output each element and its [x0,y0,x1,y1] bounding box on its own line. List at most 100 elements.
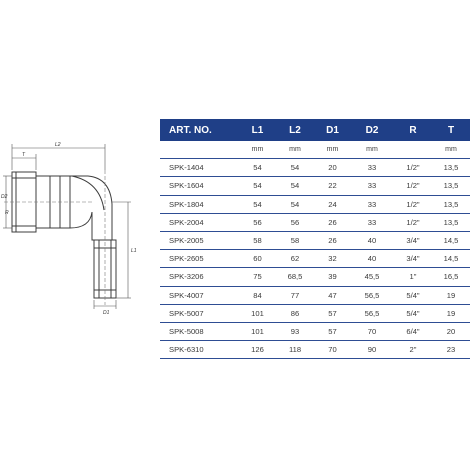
article-number-cell: SPK-2005 [160,231,240,251]
table-cell: 60 [240,249,275,269]
table-cell: 70 [315,340,350,360]
table-cell: 54 [240,195,275,214]
table-row: SPK-5008 101 93 57 70 6/4" 20 [160,322,470,342]
table-cell: 1/2" [394,213,432,232]
table-cell: 54 [275,158,315,178]
table-cell: 24 [315,195,350,214]
dim-label-d2: D2 [1,194,8,200]
table-cell: 54 [240,158,275,178]
table-cell: 54 [275,195,315,214]
article-number-cell: SPK-1804 [160,195,240,214]
unit-cell: mm [350,141,394,160]
table-cell: 56,5 [350,304,394,323]
article-number-cell: SPK-1604 [160,176,240,196]
table-cell: 5/4" [394,286,432,305]
table-cell: 33 [350,213,394,232]
col-header-l1: L1 [240,119,275,141]
table-cell: 45,5 [350,267,394,287]
table-cell: 54 [275,176,315,196]
table-cell: 93 [275,322,315,342]
col-header-l2: L2 [275,119,315,141]
table-cell: 22 [315,176,350,196]
col-header-r: R [394,119,432,141]
table-cell: 54 [240,176,275,196]
table-row: SPK-5007 101 86 57 56,5 5/4" 19 [160,304,470,323]
table-cell: 75 [240,267,275,287]
table-cell: 19 [432,304,470,323]
table-cell: 14,5 [432,249,470,269]
table-cell: 1/2" [394,176,432,196]
table-cell: 23 [432,340,470,360]
table-body: mm mm mm mm mm SPK-1404 54 54 20 33 1/2" 13,5 S… [160,141,470,360]
table-row: SPK-1804 54 54 24 33 1/2" 13,5 [160,195,470,214]
table-cell: 57 [315,304,350,323]
table-cell: 70 [350,322,394,342]
table-cell: 13,5 [432,213,470,232]
table-cell: 1/2" [394,158,432,178]
table-cell: 56,5 [350,286,394,305]
dim-label-l1: L1 [131,248,137,254]
table-cell: 90 [350,340,394,360]
table-row: SPK-1404 54 54 20 33 1/2" 13,5 [160,158,470,178]
unit-cell: mm [315,141,350,160]
table-row: SPK-4007 84 77 47 56,5 5/4" 19 [160,286,470,305]
table-cell: 16,5 [432,267,470,287]
fitting-drawing: T L2 D2 R L1 D1 [1,142,137,316]
units-row: mm mm mm mm mm [160,141,470,160]
col-header-d1: D1 [315,119,350,141]
table-row: SPK-3206 75 68,5 39 45,5 1" 16,5 [160,267,470,287]
table-cell: 58 [240,231,275,251]
table-cell: 19 [432,286,470,305]
table-cell: 13,5 [432,195,470,214]
table-cell: 68,5 [275,267,315,287]
table-header-row: ART. NO. L1 L2 D1 D2 R T [160,119,470,141]
table-cell: 1/2" [394,195,432,214]
unit-cell [394,141,432,160]
table-cell: 5/4" [394,304,432,323]
dim-label-t: T [22,152,26,158]
table-cell: 14,5 [432,231,470,251]
table-cell: 77 [275,286,315,305]
table-cell: 13,5 [432,158,470,178]
unit-cell [160,141,240,160]
table-cell: 20 [432,322,470,342]
dim-label-r: R [5,210,9,216]
table-cell: 47 [315,286,350,305]
table-cell: 13,5 [432,176,470,196]
table-cell: 26 [315,213,350,232]
table-cell: 56 [240,213,275,232]
table-cell: 32 [315,249,350,269]
table-cell: 126 [240,340,275,360]
table-cell: 2" [394,340,432,360]
unit-cell: mm [275,141,315,160]
table-cell: 84 [240,286,275,305]
elbow-section [69,175,113,241]
spec-table: ART. NO. L1 L2 D1 D2 R T mm mm mm mm mm … [160,119,470,360]
table-cell: 101 [240,304,275,323]
table-cell: 40 [350,249,394,269]
dim-label-d1: D1 [103,310,110,316]
dim-label-l2: L2 [55,142,61,148]
table-cell: 33 [350,176,394,196]
table-cell: 57 [315,322,350,342]
table-cell: 1" [394,267,432,287]
table-cell: 58 [275,231,315,251]
table-cell: 3/4" [394,231,432,251]
table-cell: 3/4" [394,249,432,269]
table-cell: 62 [275,249,315,269]
article-number-cell: SPK-3206 [160,267,240,287]
article-number-cell: SPK-5008 [160,322,240,342]
table-cell: 86 [275,304,315,323]
table-row: SPK-2605 60 62 32 40 3/4" 14,5 [160,249,470,269]
table-row: SPK-6310 126 118 70 90 2" 23 [160,340,470,360]
table-cell: 26 [315,231,350,251]
article-number-cell: SPK-2605 [160,249,240,269]
table-cell: 33 [350,158,394,178]
table-cell: 39 [315,267,350,287]
table-cell: 40 [350,231,394,251]
col-header-t: T [432,119,470,141]
col-header-d2: D2 [350,119,394,141]
unit-cell: mm [240,141,275,160]
table-row: SPK-2004 56 56 26 33 1/2" 13,5 [160,213,470,232]
col-header-art-no: ART. NO. [160,119,240,141]
